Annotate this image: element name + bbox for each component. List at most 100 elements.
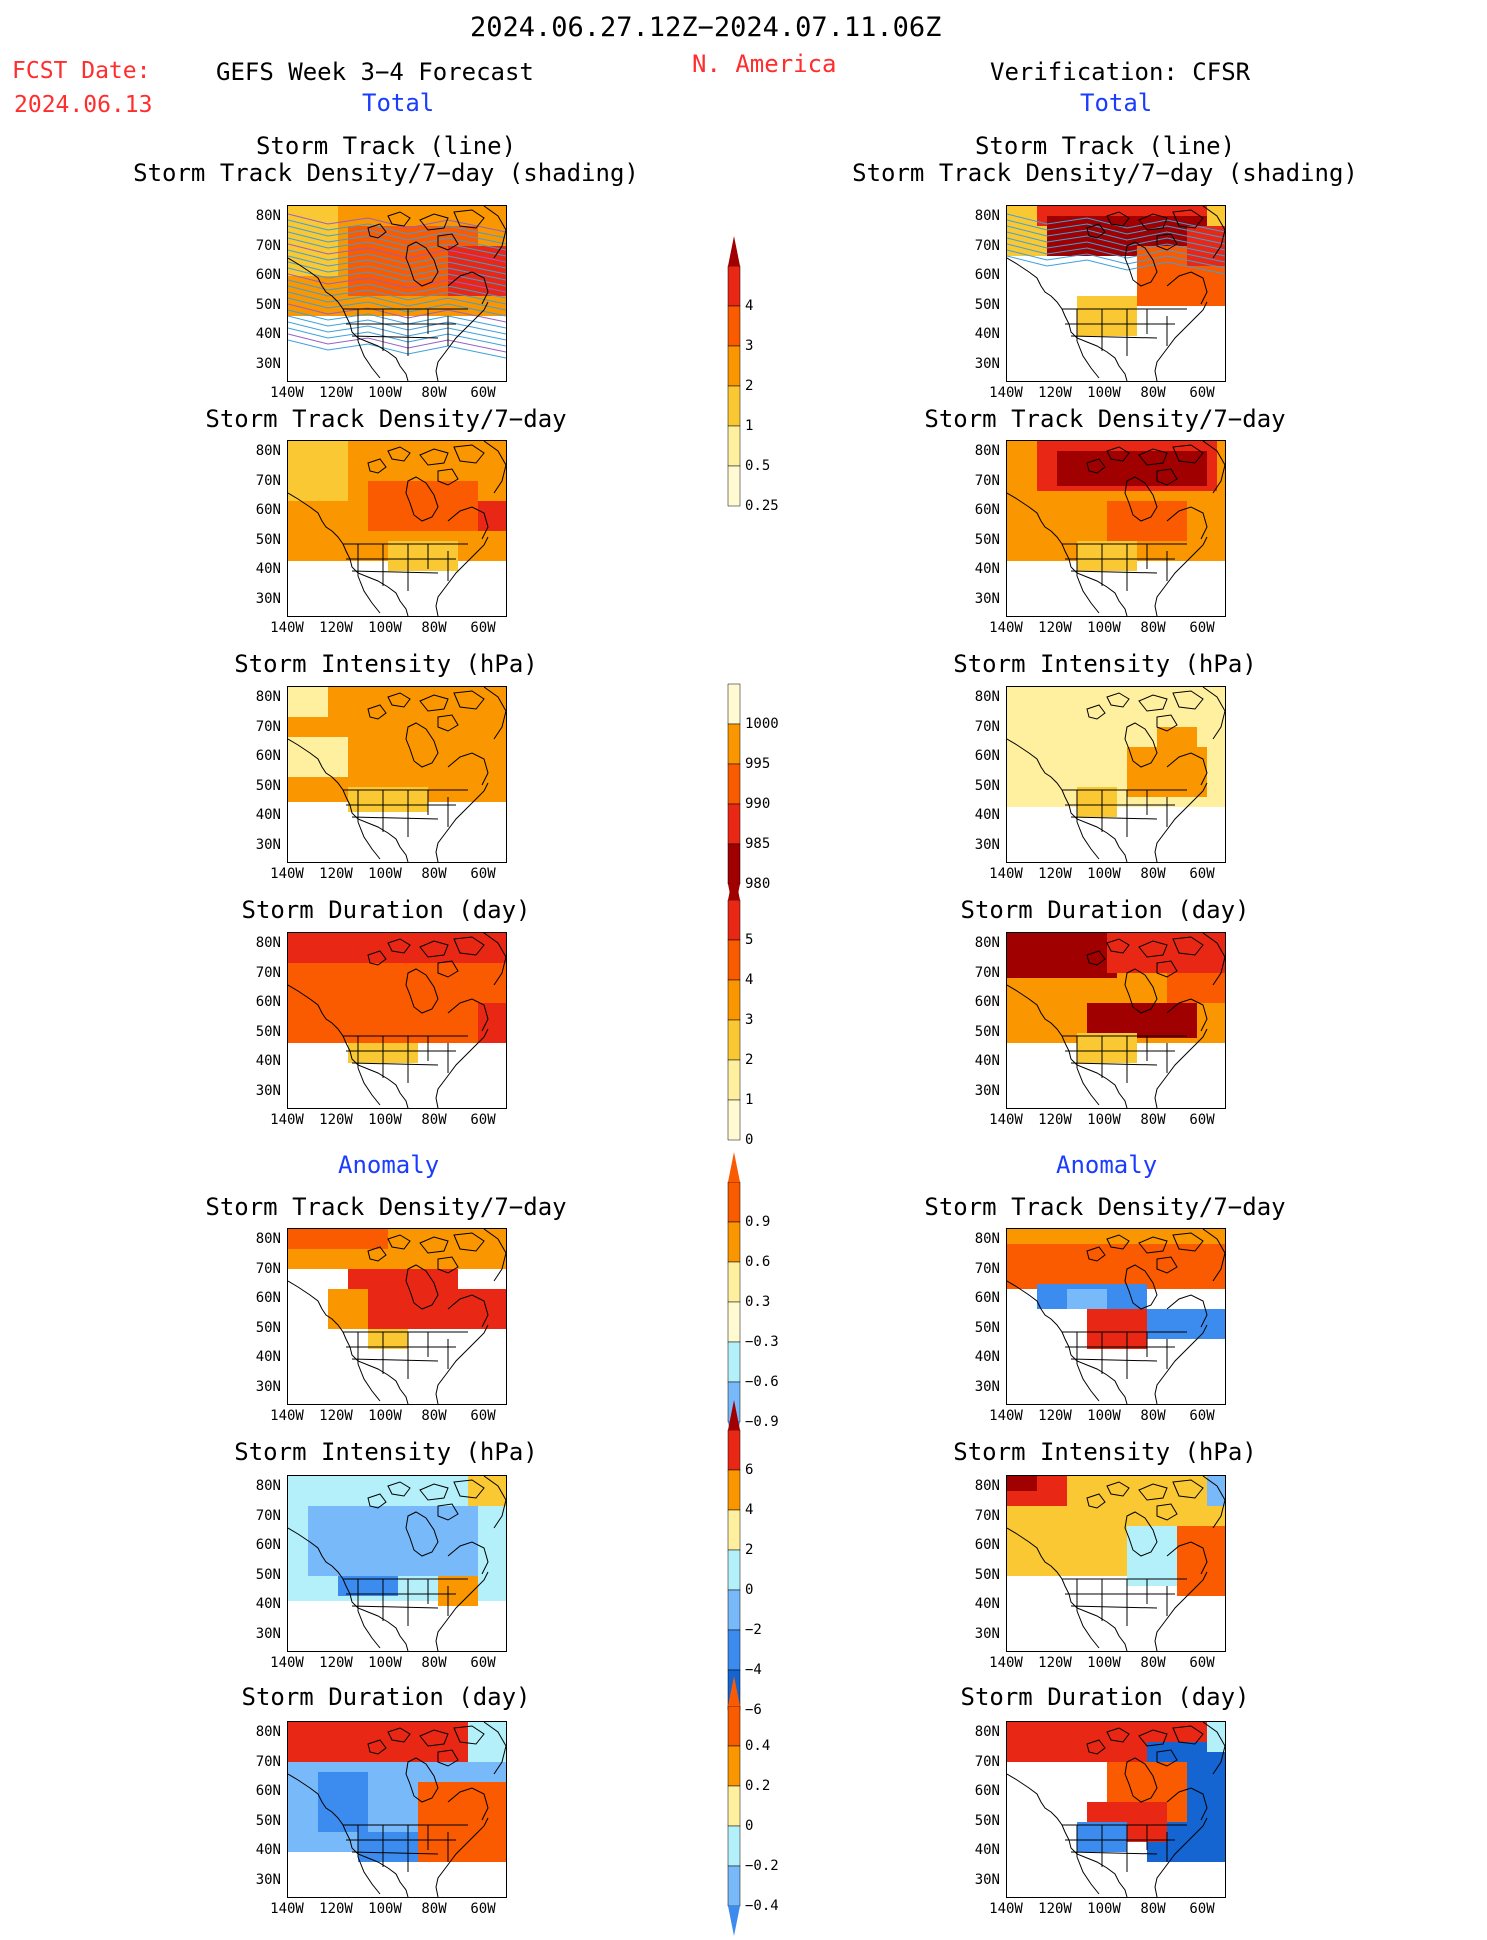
map-r1-track <box>1006 205 1226 382</box>
map-r4-duration-shade-4 <box>1167 973 1225 1003</box>
map-l4-duration-coastline-11 <box>483 933 506 986</box>
map-r6-intensity-anom-coastline-9 <box>1086 1493 1106 1509</box>
map-r3-intensity-lon-tick: 100W <box>1087 866 1121 882</box>
map-r6-intensity-anom-coastline-8 <box>1172 1479 1204 1499</box>
map-l6-intensity-anom-lon-tick: 100W <box>368 1655 402 1671</box>
map-r1-track-lat-tick: 60N <box>974 267 1000 283</box>
map-l3-intensity-coastline-3 <box>357 790 449 837</box>
map-r7-duration-anom-coastline-1 <box>1154 1817 1208 1897</box>
map-l2-density-coastline-9 <box>367 458 387 474</box>
title-l1a: Storm Track (line) <box>255 132 517 160</box>
map-l1-track-coastline-7 <box>419 213 449 231</box>
map-l5-density-anom-coastline-1 <box>435 1324 489 1404</box>
title-l5: Storm Track Density/7−day <box>205 1193 567 1221</box>
map-l6-intensity-anom-lon-tick: 120W <box>319 1655 353 1671</box>
map-l4-duration-coastline-5 <box>405 968 439 1014</box>
map-r6-intensity-anom-coastline-1 <box>1154 1571 1208 1651</box>
map-l5-density-anom-coastline-13 <box>357 1363 381 1402</box>
map-r1-track-shade-5 <box>1077 296 1137 336</box>
title-r3: Storm Intensity (hPa) <box>953 650 1257 678</box>
map-r7-duration-anom-lat-tick: 50N <box>974 1812 1000 1829</box>
colorbar-density-anom-segment-0 <box>727 1181 741 1223</box>
map-r6-intensity-anom-lon-tick: 60W <box>1189 1655 1215 1671</box>
map-r7-duration-anom-coastline-13 <box>1076 1856 1100 1895</box>
map-l5-density-anom-coastline-6 <box>387 1234 411 1250</box>
map-l6-intensity-anom-lat-tick: 30N <box>255 1625 281 1642</box>
map-r1-track-track-4 <box>1007 237 1225 257</box>
map-r1-track-lat-tick: 40N <box>974 326 1000 342</box>
map-l6-intensity-anom-coastline-10 <box>437 1503 459 1521</box>
map-r1-track-coastline-5 <box>1124 241 1158 287</box>
title-r1a: Storm Track (line) <box>974 132 1236 160</box>
colorbar-density-anom-label: 0.3 <box>745 1294 771 1310</box>
map-r1-track-lon-tick: 120W <box>1038 385 1072 401</box>
map-l5-density-anom-coastline-4 <box>346 1346 456 1362</box>
map-r5-density-anom-lat-tick: 80N <box>974 1231 1000 1247</box>
map-r5-density-anom-lat-tick: 40N <box>974 1349 1000 1365</box>
map-l6-intensity-anom-coastline-5 <box>405 1511 439 1557</box>
map-l2-density-coastline-10 <box>437 468 459 486</box>
map-r5-density-anom-shade-3 <box>1137 1309 1225 1339</box>
map-l7-duration-anom-coastline-5 <box>405 1757 439 1803</box>
map-l1-track-coastline-3 <box>357 309 449 356</box>
map-r3-intensity-coastline-3 <box>1076 790 1168 837</box>
map-l6-intensity-anom-coastline-7 <box>419 1483 449 1501</box>
map-l7-duration-anom-lon-tick: 100W <box>368 1901 402 1917</box>
map-r2-density-coastline-10 <box>1156 468 1178 486</box>
map-l1-track-lon-tick: 100W <box>368 385 402 401</box>
colorbar-duration-total-segment-3 <box>727 1019 741 1061</box>
map-r3-intensity-lat-tick: 70N <box>974 718 1000 735</box>
map-l2-density-coastline-4 <box>346 558 456 574</box>
map-l1-track-track-18 <box>288 321 506 341</box>
title-l6: Storm Intensity (hPa) <box>234 1438 538 1466</box>
map-l1-track-coastline-1 <box>435 301 489 381</box>
map-l5-density-anom-lon-tick: 80W <box>421 1408 447 1424</box>
map-r2-density-coastline-6 <box>1106 446 1130 462</box>
map-r1-track-lon-tick: 60W <box>1189 385 1215 401</box>
map-l7-duration-anom-lat-tick: 50N <box>255 1812 281 1829</box>
map-r1-track-coastline-4 <box>1065 323 1175 339</box>
title-l2: Storm Track Density/7−day <box>205 405 567 433</box>
map-r2-density-lon-tick: 80W <box>1140 620 1166 636</box>
map-r2-density-shade-4 <box>1077 541 1137 571</box>
map-r3-intensity-coastline-13 <box>1076 821 1100 860</box>
map-l3-intensity-lat-tick: 60N <box>255 748 281 764</box>
colorbar-duration-anom-label: 0 <box>745 1818 754 1834</box>
map-l2-density-shade-2 <box>368 481 478 531</box>
map-r1-track-coastline-0 <box>1007 257 1128 381</box>
map-r2-density-coastline-4 <box>1065 558 1175 574</box>
map-l7-duration-anom-lat-tick: 40N <box>255 1842 281 1858</box>
map-l2-density-shade-4 <box>388 541 458 571</box>
map-l2-density-coastline-12 <box>447 506 489 540</box>
map-r4-duration-lat-tick: 40N <box>974 1053 1000 1069</box>
map-r1-track-coastline-1 <box>1154 301 1208 381</box>
map-l6-intensity-anom-coastline-8 <box>453 1479 485 1499</box>
colorbar-duration-total-segment-2 <box>727 979 741 1021</box>
map-l1-track-coastline-5 <box>405 241 439 287</box>
map-l4-duration-shade-2 <box>478 1003 506 1043</box>
map-r2-density <box>1006 440 1226 617</box>
map-l1-track-track-10 <box>288 273 506 293</box>
map-l1-track-track-6 <box>288 249 506 269</box>
map-r2-density-coastline-0 <box>1007 492 1128 616</box>
map-r7-duration-anom-coastline-6 <box>1106 1727 1130 1743</box>
map-r3-intensity-lon-tick: 80W <box>1140 866 1166 882</box>
map-l5-density-anom-lat-tick: 50N <box>255 1319 281 1336</box>
map-l1-track-lat-tick: 60N <box>255 267 281 283</box>
map-r7-duration-anom <box>1006 1721 1226 1898</box>
map-r1-track-coastline-6 <box>1106 211 1130 227</box>
map-l7-duration-anom-coastline-13 <box>357 1856 381 1895</box>
colorbar-duration-total-segment-0 <box>727 899 741 941</box>
map-r4-duration-shade-1 <box>1007 933 1117 978</box>
map-l5-density-anom-lon-tick: 140W <box>270 1408 304 1424</box>
map-l7-duration-anom-coastline-4 <box>346 1839 456 1855</box>
region-label: N. America <box>692 50 837 78</box>
map-l7-duration-anom-coastline-3 <box>357 1825 449 1872</box>
colorbar-intensity-total-segment-2 <box>727 763 741 805</box>
colorbar-intensity-total-segment-3 <box>727 803 741 845</box>
colorbar-intensity-anom-label: −6 <box>745 1702 762 1718</box>
map-l3-intensity-coastline-1 <box>435 782 489 862</box>
map-r4-duration-coastline-13 <box>1076 1067 1100 1106</box>
map-r3-intensity-coastline-5 <box>1124 722 1158 768</box>
map-l3-intensity-lat-tick: 30N <box>255 836 281 853</box>
